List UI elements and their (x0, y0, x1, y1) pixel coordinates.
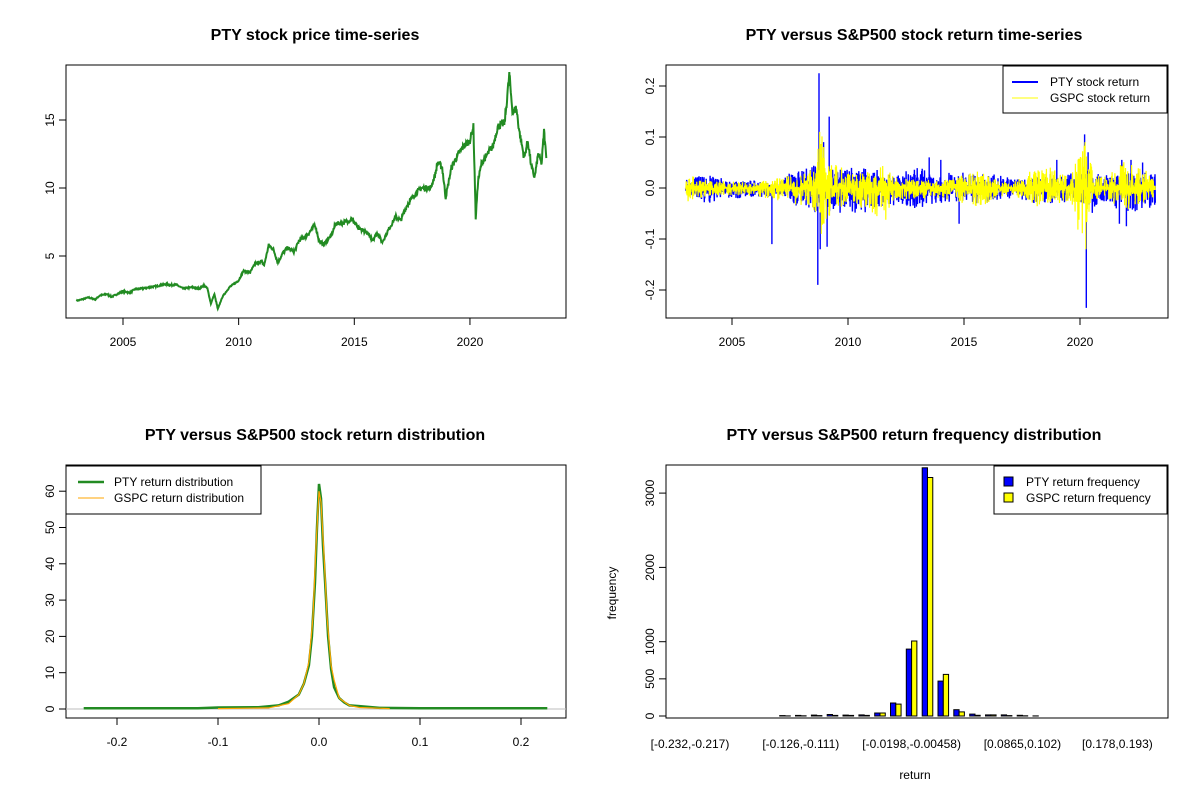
legend-label-pty: PTY return frequency (1026, 475, 1140, 489)
pty-bar (905, 648, 913, 717)
x-tick-label: 2020 (1067, 335, 1094, 349)
y-tick-label: 1000 (643, 628, 657, 655)
histogram-y-axis-label: frequency (605, 567, 619, 620)
pty-bar (826, 714, 833, 717)
y-tick-label: 0 (643, 712, 657, 719)
pty-bar (1000, 714, 1008, 717)
density-panel: -0.2 -0.1 0.0 0.1 0.2 0 10 20 30 40 50 60 (43, 464, 567, 749)
histogram-bars (779, 467, 1039, 717)
x-tick-label: 0.2 (513, 735, 530, 749)
y-tick-label: -0.2 (643, 279, 657, 300)
legend-swatch-pty (1003, 476, 1014, 487)
y-tick-label: 60 (43, 484, 57, 498)
histogram-chart-title: PTY versus S&P500 return frequency distr… (727, 427, 1102, 444)
y-tick-label: 0.1 (643, 128, 657, 145)
gspc-density-line (217, 491, 390, 710)
pty-bar (842, 714, 849, 717)
x-tick-label: -0.2 (107, 735, 128, 749)
gspc-bar (895, 703, 902, 717)
gspc-bar (879, 712, 886, 717)
x-tick-label: 2005 (110, 335, 137, 349)
x-tick-label: [-0.0198,-0.00458) (862, 737, 961, 751)
histogram-x-axis-label: return (899, 768, 930, 782)
gspc-bar (927, 477, 934, 717)
legend-label-gspc: GSPC return distribution (114, 491, 244, 505)
y-tick-label: 20 (43, 629, 57, 643)
histogram-panel: 0 500 1000 2000 3000 [-0.232,-0.217) [-0.126,-… (643, 464, 1169, 751)
plot-frame (65, 64, 567, 319)
legend-swatch-gspc (1003, 492, 1014, 503)
price-chart-title: PTY stock price time-series (211, 27, 420, 44)
x-tick-label: 2010 (225, 335, 252, 349)
y-tick-label: 40 (43, 557, 57, 571)
gspc-return-line (685, 131, 1156, 250)
y-tick-label: -0.1 (643, 228, 657, 249)
x-tick-label: 2005 (719, 335, 746, 349)
density-chart-title: PTY versus S&P500 stock return distribut… (145, 427, 485, 444)
x-tick-label: [-0.126,-0.111) (762, 737, 839, 751)
y-tick-label: 50 (43, 521, 57, 535)
y-tick-label: 10 (43, 666, 57, 680)
pty-bar (921, 467, 928, 717)
y-tick-label: 0 (43, 705, 57, 712)
x-tick-label: 2020 (457, 335, 484, 349)
pty-bar (953, 709, 960, 717)
y-tick-label: 0.0 (643, 179, 657, 196)
x-tick-label: 0.1 (412, 735, 429, 749)
y-tick-label: 5 (43, 252, 57, 259)
pty-bar (985, 714, 992, 717)
y-tick-label: 0.2 (643, 77, 657, 94)
y-tick-label: 15 (43, 113, 57, 127)
gspc-bar (942, 673, 950, 717)
pty-bar (858, 714, 865, 717)
y-tick-label: 30 (43, 593, 57, 607)
x-tick-label: [-0.232,-0.217) (651, 737, 730, 751)
legend-label-pty: PTY stock return (1050, 75, 1139, 89)
gspc-bar (958, 711, 965, 717)
x-tick-label: 2015 (341, 335, 368, 349)
gspc-bar (832, 714, 839, 717)
x-tick-label: [0.0865,0.102) (984, 737, 1061, 751)
pty-bar (969, 713, 976, 717)
price-panel: 2005 2010 2015 2020 5 10 15 (43, 64, 567, 349)
y-tick-label: 3000 (643, 479, 657, 506)
histogram-legend: PTY return frequency GSPC return frequen… (993, 465, 1168, 515)
pty-bar (937, 680, 944, 717)
y-tick-label: 500 (643, 669, 657, 689)
x-tick-label: 2015 (951, 335, 978, 349)
gspc-bar (863, 714, 870, 717)
legend-label-gspc: GSPC stock return (1050, 91, 1150, 105)
legend-label-pty: PTY return distribution (114, 475, 233, 489)
legend-box (993, 465, 1168, 515)
legend-box (65, 465, 262, 515)
x-tick-label: -0.1 (208, 735, 229, 749)
y-tick-label: 10 (43, 181, 57, 195)
pty-density-line (83, 483, 548, 710)
return-ts-legend: PTY stock return GSPC stock return (1002, 65, 1168, 114)
density-legend: PTY return distribution GSPC return dist… (65, 465, 262, 515)
legend-label-gspc: GSPC return frequency (1026, 491, 1151, 505)
pty-bar (890, 702, 897, 717)
gspc-bar (990, 714, 997, 717)
y-tick-label: 2000 (643, 554, 657, 581)
price-line (75, 72, 548, 312)
pty-bar (1016, 714, 1023, 717)
return-ts-chart-title: PTY versus S&P500 stock return time-seri… (746, 27, 1083, 44)
return-ts-panel: 2005 2010 2015 2020 -0.2 -0.1 0.0 0.1 0.2 (643, 64, 1169, 349)
pty-bar (795, 714, 802, 717)
pty-bar (810, 714, 818, 717)
legend-box (1002, 65, 1168, 114)
pty-bar (874, 712, 881, 717)
gspc-bar (847, 714, 855, 717)
x-tick-label: 2010 (835, 335, 862, 349)
x-tick-label: [0.178,0.193) (1082, 737, 1153, 751)
gspc-bar (911, 640, 918, 717)
gspc-bar (974, 714, 981, 717)
x-tick-label: 0.0 (311, 735, 328, 749)
